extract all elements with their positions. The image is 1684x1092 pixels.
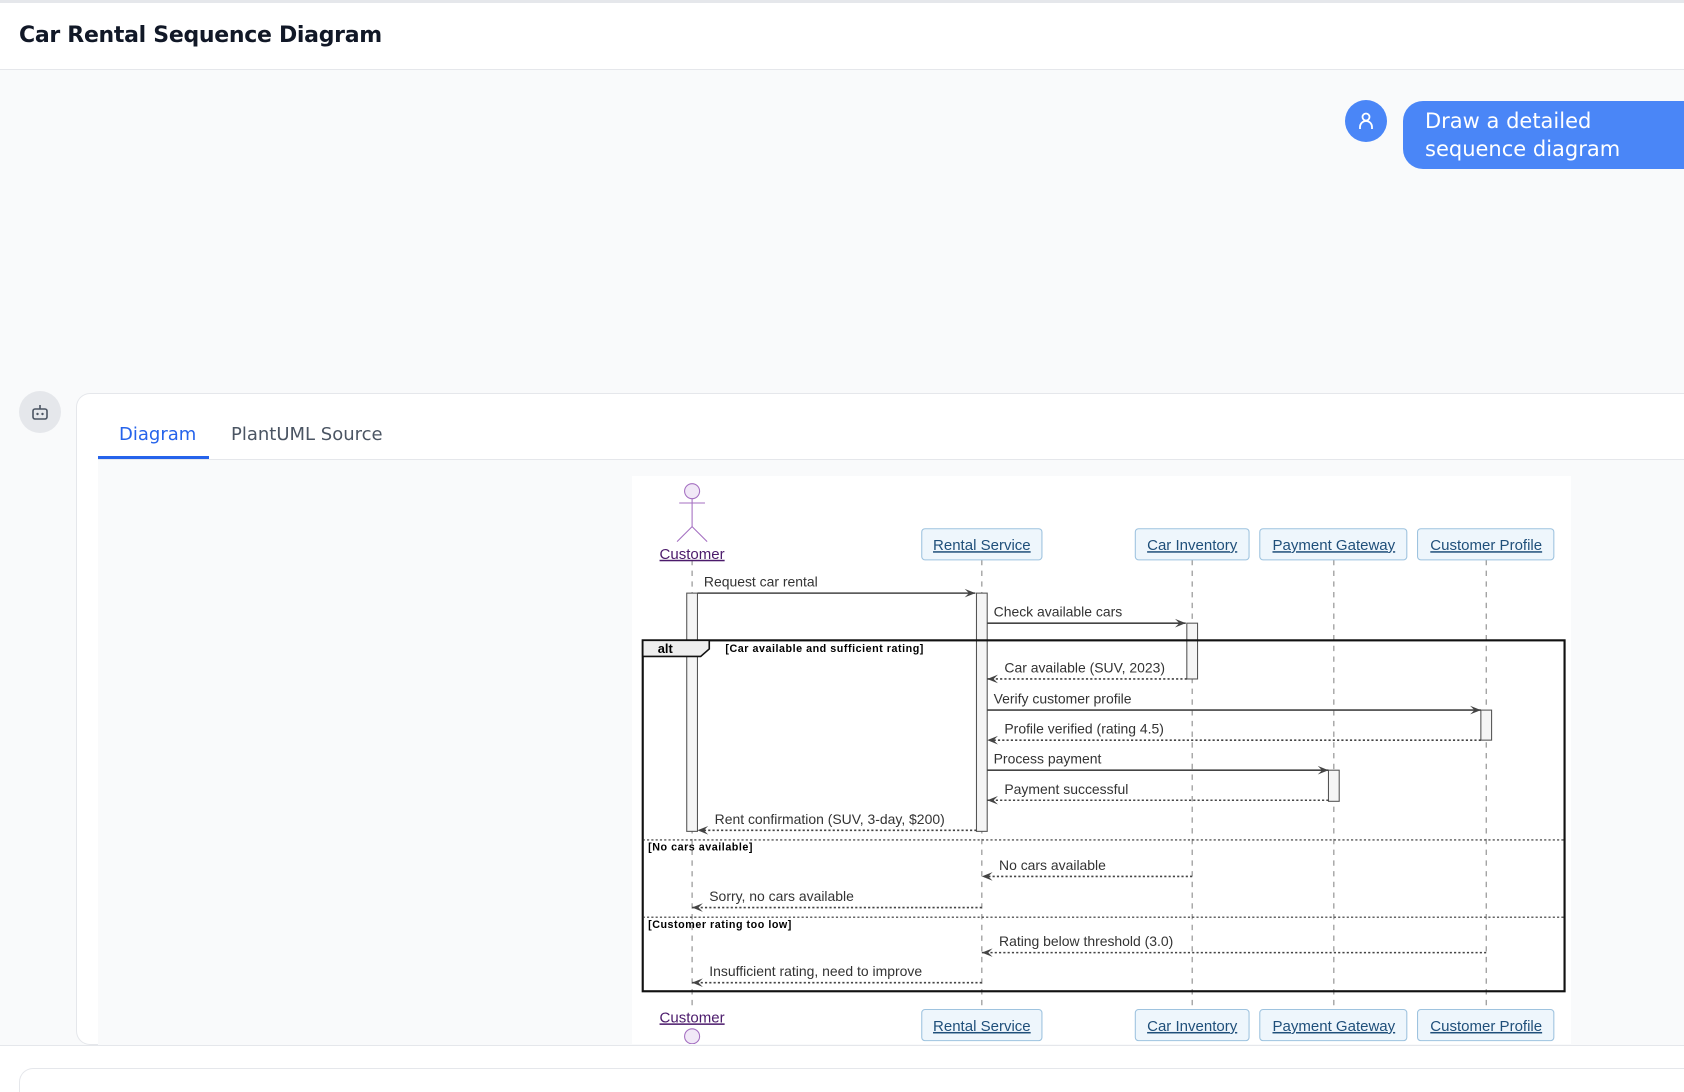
sequence-diagram: Customer Customer Rental Service Rental Ser… <box>632 476 1571 1045</box>
participant-box <box>1259 528 1408 561</box>
bot-avatar <box>19 391 61 433</box>
tab-bar: Diagram PlantUML Source <box>98 416 1684 460</box>
tab-diagram[interactable]: Diagram <box>119 424 197 445</box>
activation-bar <box>1327 769 1340 802</box>
arrowhead-icon <box>692 978 703 987</box>
arrowhead-icon <box>987 674 998 684</box>
message-label: Rating below threshold (3.0) <box>999 933 1173 949</box>
participant-box <box>1259 1008 1408 1042</box>
actor-leg <box>691 526 708 542</box>
participant-label: Customer Profile <box>1430 537 1542 554</box>
arrowhead-icon <box>692 903 703 912</box>
participant-label: Payment Gateway <box>1272 537 1395 554</box>
participant-box <box>1134 1008 1250 1042</box>
participant-label: Car Inventory <box>1147 537 1238 554</box>
actor-head-icon <box>684 1028 701 1045</box>
message-label: Sorry, no cars available <box>709 888 854 904</box>
participant-label: Rental Service <box>933 537 1031 554</box>
tab-plantuml-source[interactable]: PlantUML Source <box>231 424 383 445</box>
message-label: Profile verified (rating 4.5) <box>1004 721 1164 737</box>
message-label: Request car rental <box>704 574 818 590</box>
user-avatar <box>1345 100 1387 142</box>
alt-guard: [No cars available] <box>648 842 753 854</box>
arrowhead-icon <box>981 872 993 881</box>
actor-head-icon <box>684 483 701 500</box>
participant-box <box>921 528 1043 561</box>
message-label: Insufficient rating, need to improve <box>709 963 922 979</box>
participant-box <box>1417 528 1555 561</box>
actor-label-bottom: Customer <box>660 1009 725 1026</box>
participant-box <box>1417 1008 1555 1042</box>
arrowhead-icon <box>1175 618 1186 628</box>
message-label: Verify customer profile <box>994 691 1132 707</box>
message-label: Payment successful <box>1004 781 1128 797</box>
participant-label-bottom: Payment Gateway <box>1272 1018 1395 1035</box>
alt-guard: [Car available and sufficient rating] <box>725 643 924 655</box>
participant-box <box>1134 528 1250 561</box>
top-border <box>0 0 1684 3</box>
message-label: Rent confirmation (SUV, 3-day, $200) <box>715 811 945 827</box>
alt-tab <box>641 639 711 658</box>
arrowhead-icon <box>964 588 976 598</box>
activation-bar <box>975 592 988 832</box>
activation-bar <box>1480 709 1493 741</box>
input-area <box>0 1045 1684 1092</box>
actor-leg <box>676 526 693 542</box>
user-message: Draw a detailed sequence diagram <box>1403 101 1684 169</box>
message-label: Car available (SUV, 2023) <box>1004 660 1165 676</box>
activation-bar <box>1186 622 1199 680</box>
participant-label-bottom: Rental Service <box>933 1018 1031 1035</box>
arrowhead-icon <box>697 825 709 835</box>
participant-label-bottom: Customer Profile <box>1430 1018 1542 1035</box>
message-label: No cars available <box>999 857 1106 873</box>
arrowhead-icon <box>1470 705 1481 715</box>
user-icon <box>1359 112 1373 129</box>
header: Car Rental Sequence Diagram <box>0 3 1684 70</box>
sequence-diagram-svg: Customer Customer Rental Service Rental Ser… <box>641 483 1566 1045</box>
participant-label-bottom: Car Inventory <box>1147 1018 1238 1035</box>
actor-label: Customer <box>660 546 725 563</box>
arrowhead-icon <box>987 735 998 745</box>
alt-guard: [Customer rating too low] <box>648 919 792 931</box>
arrowhead-icon <box>987 795 998 805</box>
chat-input[interactable] <box>19 1068 1684 1092</box>
alt-label: alt <box>658 641 674 656</box>
activation-bar <box>686 592 698 832</box>
message-label: Check available cars <box>994 604 1123 620</box>
message-label: Process payment <box>994 751 1102 767</box>
page-title: Car Rental Sequence Diagram <box>19 23 382 48</box>
arrowhead-icon <box>1317 765 1329 775</box>
active-tab-indicator <box>98 456 209 459</box>
alt-frame <box>641 639 1566 993</box>
participant-box <box>921 1008 1043 1042</box>
robot-icon <box>32 405 48 420</box>
arrowhead-icon <box>981 948 993 957</box>
